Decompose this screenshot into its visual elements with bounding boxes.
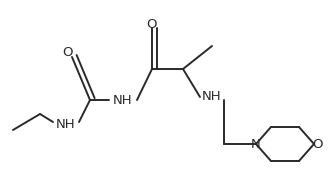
Text: NH: NH: [202, 91, 222, 103]
Text: O: O: [63, 45, 73, 59]
Text: O: O: [313, 137, 323, 151]
Text: NH: NH: [113, 93, 133, 107]
Text: N: N: [251, 137, 261, 151]
Text: O: O: [147, 17, 157, 31]
Text: NH: NH: [56, 118, 76, 130]
